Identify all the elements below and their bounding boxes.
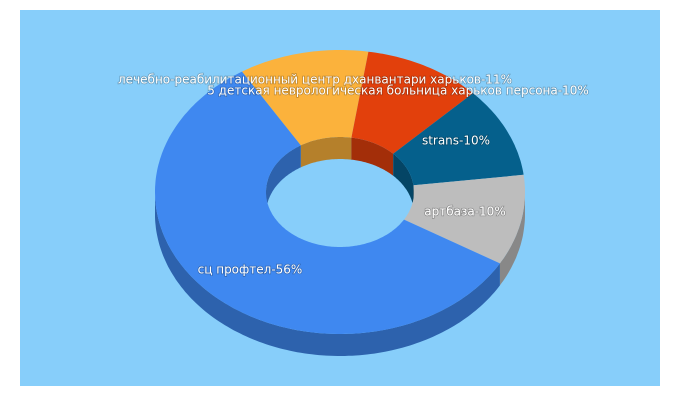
slice-inner-side: [266, 145, 301, 214]
slice-label: 5 детская неврологическая больница харьк…: [207, 84, 589, 98]
slice-label: strans-10%: [422, 134, 490, 148]
slice: [351, 51, 473, 154]
slice-side: [499, 192, 525, 286]
slice-inner-side: [393, 153, 414, 208]
slice-inner-side: [351, 137, 394, 176]
slice-inner-side: [300, 137, 352, 168]
slice-label: сц профтел-56%: [198, 263, 303, 277]
slice: [155, 71, 500, 334]
slice-label: артбаза-10%: [424, 205, 505, 219]
slice: [393, 93, 524, 186]
slice: [404, 174, 525, 264]
slice-label: лечебно-реабилитационный центр дханванта…: [118, 73, 512, 87]
slice: [242, 50, 369, 146]
slice-side: [155, 192, 500, 356]
